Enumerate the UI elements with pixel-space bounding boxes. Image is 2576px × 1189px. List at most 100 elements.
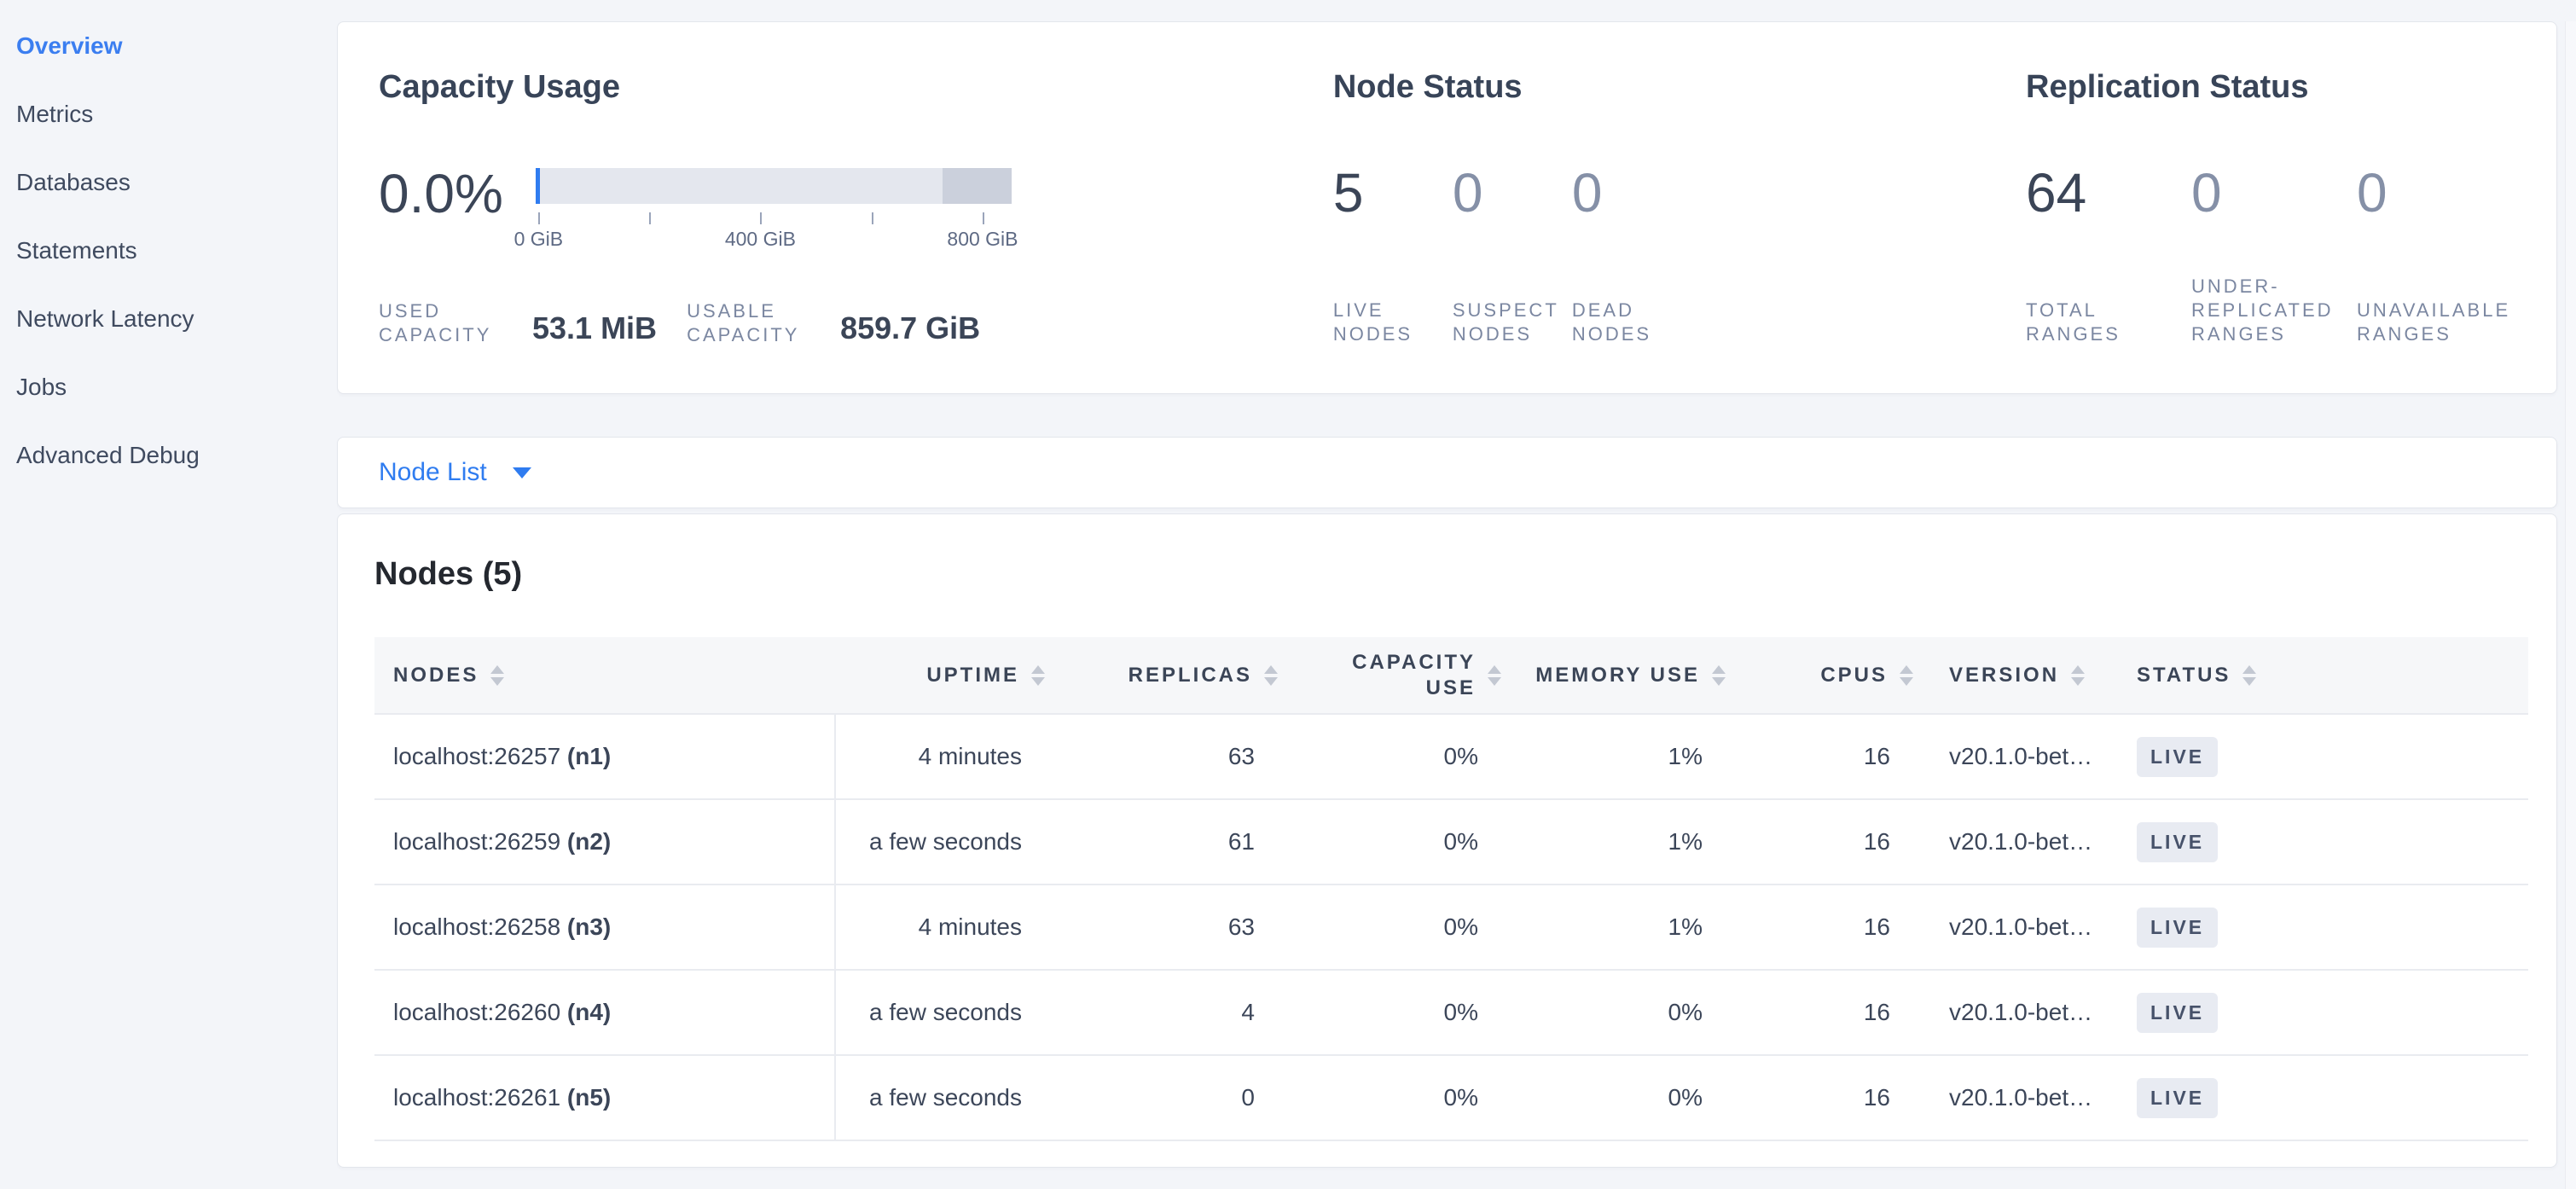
replicas-cell: 63 [1045,884,1278,971]
axis-tick [649,212,652,224]
sidebar-item-label: Network Latency [16,305,194,332]
capacity-stat-label: USED CAPACITY [379,300,492,345]
sidebar-nav: Overview Metrics Databases Statements Networ… [0,12,337,490]
chevron-down-icon [512,467,531,478]
memory-use-cell: 0% [1501,1055,1726,1141]
sidebar-item-databases[interactable]: Databases [16,148,337,217]
cpus-cell: 16 [1726,884,1913,971]
cpus-cell: 16 [1726,714,1913,800]
sidebar-item-metrics[interactable]: Metrics [16,80,337,148]
node-id: (n3) [560,914,612,940]
stat-value: 64 [2026,162,2087,223]
cluster-summary-card: Capacity Usage 0.0% 0 GiB 400 GiB 800 GiB … [337,21,2557,394]
axis-tick [760,212,763,224]
sidebar-item-statements[interactable]: Statements [16,217,337,285]
column-header-cpus[interactable]: CPUS [1726,637,1913,715]
capacity-stat: USABLE CAPACITY 859.7 GiB [687,299,980,347]
cpus-cell: 16 [1726,970,1913,1056]
stat-label: DEAD NODES [1571,299,1652,345]
capacity-bar-chart: 0 GiB 400 GiB 800 GiB [514,168,1018,250]
sidebar-item-advanced-debug[interactable]: Advanced Debug [16,421,337,490]
column-header-label: MEMORY USE [1535,663,1700,687]
column-header-status[interactable]: STATUS [2114,637,2528,715]
node-address-cell[interactable]: localhost:26259 (n2) [374,799,836,885]
capacity-use-cell: 0% [1278,884,1501,971]
node-list-dropdown[interactable]: Node List [337,437,2557,508]
table-header-row: NODES UPTIME REPLICAS CAPACITY USE MEMOR… [374,637,2528,715]
capacity-use-cell: 0% [1278,714,1501,800]
node-id: (n1) [560,743,612,769]
node-address: localhost:26257 [393,743,561,769]
capacity-percent: 0.0% [379,163,503,224]
capacity-stat-value: 53.1 MiB [532,310,658,345]
node-address-cell[interactable]: localhost:26261 (n5) [374,1055,836,1141]
stat-label: UNAVAILABLE RANGES [2357,299,2511,345]
status-badge: LIVE [2137,736,2219,777]
status-badge: LIVE [2137,992,2219,1033]
uptime-cell: 4 minutes [835,714,1045,800]
capacity-use-cell: 0% [1278,799,1501,885]
summary-stat: 5 LIVE NODES [1333,162,1453,346]
sidebar-item-jobs[interactable]: Jobs [16,353,337,421]
node-address: localhost:26260 [393,999,561,1025]
replicas-cell: 63 [1045,714,1278,800]
sidebar-item-overview[interactable]: Overview [16,12,337,80]
summary-stat: 0 UNAVAILABLE RANGES [2357,162,2522,346]
memory-use-cell: 0% [1501,970,1726,1056]
node-address-cell[interactable]: localhost:26258 (n3) [374,884,836,971]
scrollbar-track[interactable] [2565,21,2576,1189]
status-cell: LIVE [2114,1055,2528,1141]
memory-use-cell: 1% [1501,714,1726,800]
sidebar-item-network-latency[interactable]: Network Latency [16,285,337,353]
capacity-axis-labels: 0 GiB 400 GiB 800 GiB [514,228,1018,250]
table-row: localhost:26257 (n1) 4 minutes 63 0% 1% 16 v20… [374,714,2528,800]
column-header-uptime[interactable]: UPTIME [835,637,1045,715]
version-cell: v20.1.0-bet… [1913,714,2114,800]
version-cell: v20.1.0-bet… [1913,884,2114,971]
summary-stat: 0 SUSPECT NODES [1453,162,1572,346]
sort-icon [1031,664,1045,686]
sidebar: Overview Metrics Databases Statements Networ… [0,21,337,1189]
node-address: localhost:26259 [393,828,561,855]
nodes-table-title: Nodes (5) [374,556,523,592]
column-header-nodes[interactable]: NODES [374,637,835,715]
node-list-label: Node List [379,458,487,486]
stat-value: 0 [2191,162,2222,223]
replicas-cell: 0 [1045,1055,1278,1141]
sidebar-item-label: Advanced Debug [16,442,200,468]
stat-label: UNDER-REPLICATED RANGES [2191,276,2334,345]
sidebar-item-label: Databases [16,169,131,195]
summary-stat: 0 UNDER-REPLICATED RANGES [2191,162,2357,346]
node-id: (n2) [560,828,612,855]
main-content: Capacity Usage 0.0% 0 GiB 400 GiB 800 GiB … [337,21,2557,1168]
sort-icon [1264,664,1278,686]
status-cell: LIVE [2114,799,2528,885]
column-header-label: CAPACITY USE [1352,650,1476,699]
column-header-capacity-use[interactable]: CAPACITY USE [1278,637,1501,715]
uptime-cell: 4 minutes [835,884,1045,971]
summary-stat: 0 DEAD NODES [1572,162,1691,346]
stat-label: SUSPECT NODES [1452,299,1559,345]
column-header-version[interactable]: VERSION [1913,637,2114,715]
axis-tick-label: 800 GiB [947,228,1018,250]
column-header-memory-use[interactable]: MEMORY USE [1501,637,1726,715]
memory-use-cell: 1% [1501,884,1726,971]
status-cell: LIVE [2114,970,2528,1056]
cpus-cell: 16 [1726,799,1913,885]
column-header-label: UPTIME [926,663,1019,687]
axis-tick [871,212,873,224]
node-address-cell[interactable]: localhost:26260 (n4) [374,970,836,1056]
capacity-stat: USED CAPACITY 53.1 MiB [379,299,657,347]
table-row: localhost:26260 (n4) a few seconds 4 0% 0% 16… [374,970,2528,1056]
stat-value: 0 [2357,162,2387,223]
sort-icon [490,664,505,686]
node-address-cell[interactable]: localhost:26257 (n1) [374,714,836,800]
capacity-stat-label: USABLE CAPACITY [687,300,800,345]
axis-tick-label: 400 GiB [724,228,796,250]
status-badge: LIVE [2137,1077,2219,1118]
column-header-replicas[interactable]: REPLICAS [1045,637,1278,715]
capacity-axis-ticks [536,212,1012,224]
sidebar-item-label: Statements [16,237,137,264]
capacity-use-cell: 0% [1278,1055,1501,1141]
sidebar-item-label: Jobs [16,374,67,400]
